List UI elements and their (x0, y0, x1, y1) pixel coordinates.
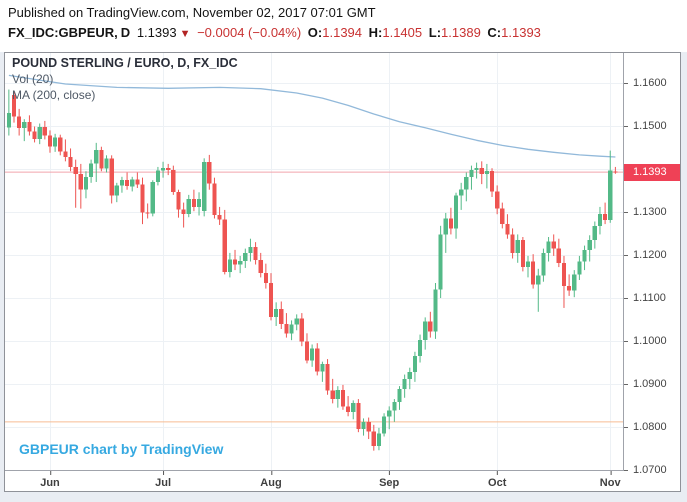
price-axis-tick: 1.1000 (624, 335, 680, 347)
change-value: −0.0004 (−0.04%) (197, 25, 302, 40)
high-value: 1.1405 (382, 25, 423, 40)
symbol-line: FX_IDC:GBPEUR, D 1.1393 ▼ −0.0004 (−0.04%)… (8, 25, 544, 40)
price-axis-tick: 1.1100 (624, 292, 680, 304)
price-axis-tick: 1.1300 (624, 206, 680, 218)
published-line: Published on TradingView.com, November 0… (8, 5, 376, 20)
price-axis-tick: 1.1200 (624, 249, 680, 261)
watermark-link[interactable]: GBPEUR chart by TradingView (19, 441, 224, 457)
time-axis-label: Aug (260, 471, 282, 489)
close-label: C: (487, 25, 502, 40)
time-axis-label: Oct (488, 471, 506, 489)
price-axis-tick: 1.1600 (624, 77, 680, 89)
chart-plot-area[interactable]: POUND STERLING / EURO, D, FX_IDC Vol (20… (5, 53, 624, 471)
time-axis[interactable]: Jun Jul Aug Sep Oct Nov (5, 471, 623, 491)
arrow-down-icon: ▼ (179, 28, 191, 40)
price-chart-canvas[interactable] (5, 53, 623, 470)
price-axis-tick: 1.0900 (624, 378, 680, 390)
high-label: H: (368, 25, 383, 40)
symbol-name: FX_IDC:GBPEUR, (8, 25, 118, 40)
time-axis-label: Jun (40, 471, 60, 489)
header: Published on TradingView.com, November 0… (0, 0, 687, 52)
last-price: 1.1393 (136, 25, 177, 40)
price-axis-tick: 1.1500 (624, 120, 680, 132)
open-label: O: (307, 25, 323, 40)
price-axis-tick: 1.0800 (624, 421, 680, 433)
time-axis-label: Sep (379, 471, 399, 489)
price-axis-tick: 1.0700 (624, 464, 680, 476)
last-price-badge: 1.1393 (624, 163, 680, 181)
chart-frame: POUND STERLING / EURO, D, FX_IDC Vol (20… (4, 52, 681, 492)
low-value: 1.1389 (441, 25, 481, 40)
close-value: 1.1393 (501, 25, 541, 40)
low-label: L: (428, 25, 442, 40)
time-axis-label: Nov (600, 471, 621, 489)
interval-label: D (120, 25, 131, 40)
price-axis[interactable]: 1.1393 1.16001.15001.14001.13001.12001.1… (624, 53, 680, 491)
time-axis-label: Jul (155, 471, 171, 489)
open-value: 1.1394 (322, 25, 363, 40)
